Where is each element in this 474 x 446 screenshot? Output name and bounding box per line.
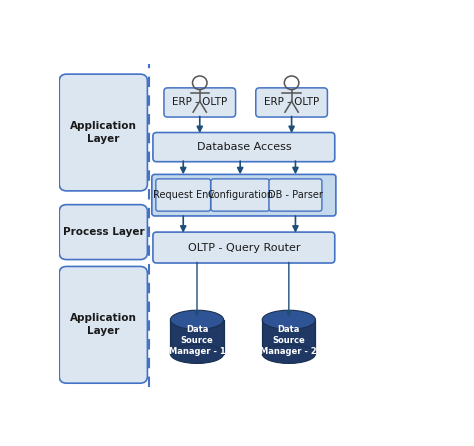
Text: OLTP - Query Router: OLTP - Query Router <box>188 243 300 252</box>
FancyBboxPatch shape <box>59 266 147 383</box>
FancyBboxPatch shape <box>211 179 269 211</box>
Ellipse shape <box>170 310 224 330</box>
FancyBboxPatch shape <box>153 232 335 263</box>
Text: Database Access: Database Access <box>197 142 291 152</box>
Text: Data
Source
Manager - 1: Data Source Manager - 1 <box>169 325 225 356</box>
FancyBboxPatch shape <box>59 205 147 260</box>
Text: ERP - OLTP: ERP - OLTP <box>264 98 319 107</box>
Text: ERP - OLTP: ERP - OLTP <box>172 98 228 107</box>
Text: Request Env: Request Env <box>153 190 214 200</box>
FancyBboxPatch shape <box>59 74 147 191</box>
Ellipse shape <box>262 310 316 330</box>
Text: Application
Layer: Application Layer <box>70 121 137 144</box>
FancyBboxPatch shape <box>152 174 336 216</box>
Bar <box>170 320 224 354</box>
Ellipse shape <box>170 344 224 363</box>
FancyBboxPatch shape <box>153 132 335 162</box>
FancyBboxPatch shape <box>164 88 236 117</box>
Text: Data
Source
Manager - 2: Data Source Manager - 2 <box>261 325 317 356</box>
FancyBboxPatch shape <box>256 88 328 117</box>
Bar <box>262 320 316 354</box>
Text: DB - Parser: DB - Parser <box>268 190 323 200</box>
Ellipse shape <box>262 344 316 363</box>
FancyBboxPatch shape <box>156 179 210 211</box>
FancyBboxPatch shape <box>269 179 322 211</box>
Text: Process Layer: Process Layer <box>63 227 144 237</box>
Text: Application
Layer: Application Layer <box>70 313 137 336</box>
Text: Configuration: Configuration <box>207 190 273 200</box>
